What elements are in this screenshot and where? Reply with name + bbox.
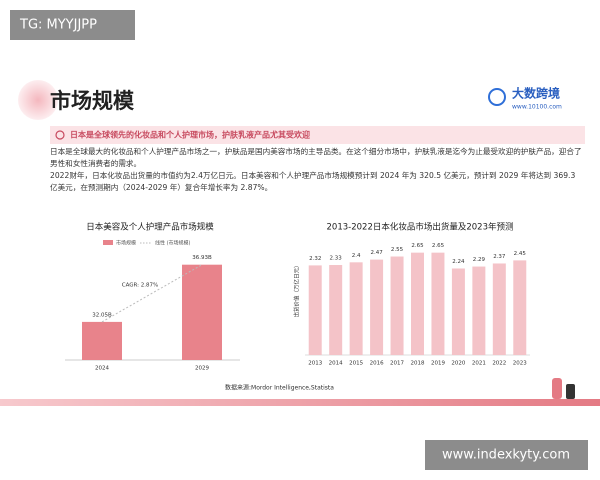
value-label: 2.29: [473, 257, 486, 263]
value-label: 2.55: [391, 247, 404, 253]
value-label: 2.32: [309, 256, 321, 262]
bar: [370, 259, 384, 355]
y-axis-label: 出货价值（万亿日元）: [293, 262, 301, 317]
chart-title: 2013-2022日本化妆品市场出货量及2023年预测: [327, 222, 514, 233]
x-tick-label: 2018: [411, 361, 425, 367]
banner-icon: [55, 130, 65, 140]
value-label: 2.37: [493, 254, 506, 260]
bar: [390, 256, 404, 355]
bar: [182, 264, 222, 360]
footer-bar: [0, 399, 600, 406]
chart-title: 日本美容及个人护理产品市场规模: [86, 222, 214, 233]
decor-bottle: [566, 384, 575, 399]
legend-swatch: [103, 240, 113, 245]
bar: [411, 252, 424, 355]
value-label: 2.65: [411, 243, 424, 249]
x-tick-label: 2014: [329, 361, 343, 367]
bar: [472, 266, 486, 355]
watermark: TG: MYYJJPP: [19, 18, 97, 33]
bar: [329, 265, 343, 355]
paragraph: 2022财年，日本化妆品出货量的市值约为2.4万亿日元。日本美容和个人护理产品市…: [50, 171, 576, 192]
bar: [308, 265, 322, 355]
value-label: 2.65: [432, 243, 445, 249]
x-tick-label: 2021: [472, 361, 486, 367]
slide-title: 市场规模: [50, 89, 135, 113]
bar: [431, 252, 445, 355]
logo-url: www.10100.com: [512, 104, 562, 111]
decor-bottle: [552, 378, 562, 399]
x-tick-label: 2029: [195, 366, 209, 372]
x-tick-label: 2015: [349, 361, 363, 367]
decor-circle: [18, 80, 58, 120]
legend-label: 市场规模: [116, 240, 136, 247]
bar: [492, 263, 506, 355]
value-label: 2.45: [514, 251, 527, 257]
paragraph: 日本是全球最大的化妆品和个人护理产品市场之一，护肤品是国内美容市场的主导品类。在…: [50, 147, 582, 168]
annotation: CAGR: 2.87%: [122, 283, 159, 289]
banner-bg: [50, 126, 585, 144]
trend-line: [101, 264, 203, 323]
banner-text: 日本是全球领先的化妆品和个人护理市场，护肤乳液产品尤其受欢迎: [70, 130, 310, 140]
logo-name: 大数跨境: [512, 86, 560, 101]
x-tick-label: 2024: [95, 366, 109, 372]
legend-label: 线性 (市场规模): [155, 240, 191, 247]
value-label: 2.24: [452, 259, 465, 265]
bar: [513, 260, 527, 355]
x-tick-label: 2017: [390, 361, 404, 367]
watermark-bg: [10, 10, 135, 40]
x-tick-label: 2016: [370, 361, 384, 367]
bar: [349, 262, 363, 355]
logo-icon: [488, 88, 506, 106]
site-url: www.indexkyty.com: [442, 448, 570, 463]
value-label: 2.47: [370, 250, 383, 256]
source: 数据来源:Mordor Intelligence,Statista: [225, 384, 334, 392]
x-tick-label: 2020: [451, 361, 465, 367]
x-tick-label: 2023: [513, 361, 527, 367]
x-tick-label: 2022: [492, 361, 506, 367]
x-tick-label: 2019: [431, 361, 445, 367]
site-bg: [425, 440, 588, 470]
bar: [451, 268, 465, 355]
value-label: 2.4: [352, 253, 361, 259]
value-label: 32.05B: [92, 312, 112, 318]
value-label: 2.33: [330, 256, 343, 262]
value-label: 36.93B: [192, 255, 212, 261]
bar: [82, 321, 122, 360]
x-tick-label: 2013: [308, 361, 322, 367]
